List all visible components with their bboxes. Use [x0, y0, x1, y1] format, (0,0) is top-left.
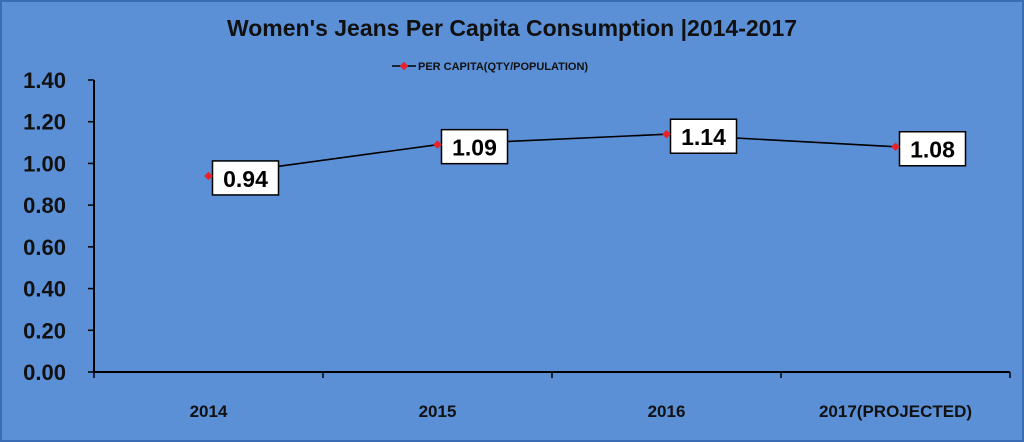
data-label-text: 0.94: [223, 166, 268, 192]
x-tick-label: 2016: [648, 402, 686, 421]
legend-label: PER CAPITA(QTY/POPULATION): [418, 61, 588, 73]
data-label-box: [898, 130, 967, 167]
data-point-marker: [433, 140, 442, 149]
data-label-box: [440, 128, 509, 165]
data-label-text: 1.14: [681, 124, 726, 150]
x-tick-label: 2015: [419, 402, 457, 421]
y-tick-label: 0.60: [23, 235, 66, 260]
y-axis: 0.00 0.20 0.40 0.60 0.80 1.00 1.20 1.40: [23, 68, 95, 385]
y-tick-label: 1.00: [23, 151, 66, 176]
series-line: [208, 133, 896, 177]
data-label-text: 1.09: [452, 135, 497, 161]
legend: PER CAPITA(QTY/POPULATION): [392, 61, 588, 73]
y-tick-label: 1.20: [23, 110, 66, 135]
data-label: 0.94: [211, 160, 280, 196]
y-tick-label: 0.20: [23, 318, 66, 343]
data-point-marker: [204, 171, 213, 181]
x-axis: 2014 2015 2016 2017(PROJECTED): [93, 371, 1011, 421]
x-tick-label: 2017(PROJECTED): [819, 402, 972, 421]
data-label-box: [669, 118, 738, 154]
data-label: 1.09: [440, 128, 509, 165]
legend-marker: [399, 61, 409, 71]
data-label-text: 1.08: [910, 137, 955, 163]
y-tick-label: 0.00: [23, 360, 66, 385]
x-tick-label: 2014: [190, 402, 228, 421]
chart-title: Women's Jeans Per Capita Consumption |20…: [227, 15, 797, 41]
data-label: 1.08: [898, 130, 967, 167]
data-label-box: [211, 160, 280, 196]
y-tick-label: 0.40: [23, 277, 66, 302]
series-per-capita: 0.94 1.09 1.14 1.08: [204, 118, 967, 196]
y-tick-label: 0.80: [23, 193, 66, 218]
data-label: 1.14: [669, 118, 738, 154]
y-tick-label: 1.40: [23, 68, 66, 93]
